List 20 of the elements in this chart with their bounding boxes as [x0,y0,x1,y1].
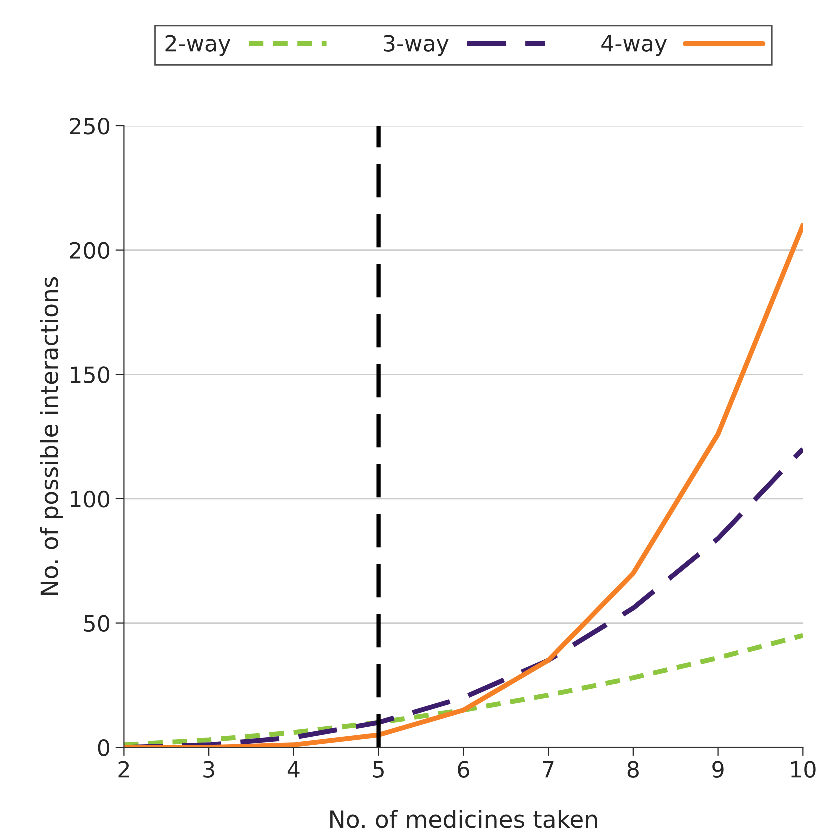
y-tick-label: 100 [71,490,110,508]
x-axis-title: No. of medicines taken [330,810,598,828]
x-tick-label: 8 [628,761,639,778]
x-tick-label: 4 [288,761,300,778]
y-tick-label: 200 [70,242,110,260]
x-tick-label: 10 [791,761,816,778]
x-tick-label: 9 [712,761,724,778]
legend-label: 3-way [384,35,449,56]
legend-label: 4-way [602,35,668,56]
x-tick-label: 6 [458,761,470,778]
x-tick-label: 2 [118,761,130,778]
y-tick-label: 150 [71,366,110,384]
y-tick-label: 0 [98,740,110,756]
y-tick-label: 50 [84,615,110,632]
x-tick-label: 3 [204,761,214,778]
x-tick-label: 5 [373,761,384,778]
legend-label: 2-way [166,35,231,56]
y-tick-label: 250 [70,118,110,135]
x-tick-label: 7 [543,761,554,778]
y-axis-title: No. of possible interactions [40,277,64,596]
